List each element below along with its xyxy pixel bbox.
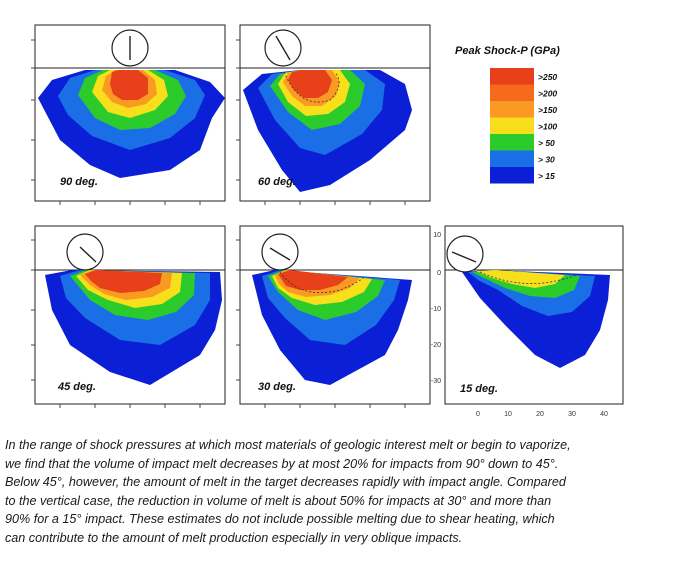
legend-label: >200 xyxy=(538,89,557,99)
caption-line: can contribute to the amount of melt pro… xyxy=(5,530,463,545)
impact-arrow xyxy=(269,247,291,261)
y-axis-labels: 10 0 -10 -20 -30 xyxy=(431,232,441,385)
panel-30-deg: 30 deg. xyxy=(239,225,431,405)
panel-45-deg: 45 deg. xyxy=(34,225,226,405)
melt-contour xyxy=(283,71,340,103)
legend-swatch xyxy=(490,84,534,101)
zone-100 xyxy=(476,270,565,288)
melt-contour xyxy=(279,271,366,293)
panel-60-deg: 60 deg. xyxy=(239,24,431,202)
legend: Peak Shock-P (GPa) >250 >200 >150 >100 > 50 >… xyxy=(455,45,560,184)
panel-label: 45 deg. xyxy=(57,381,96,393)
x-tick-label: 30 xyxy=(568,411,576,418)
melt-contour xyxy=(479,271,581,284)
caption-line: In the range of shock pressures at which… xyxy=(5,438,571,452)
impact-arrow xyxy=(79,246,97,263)
y-tick-label: -20 xyxy=(431,342,441,349)
impactor-circle xyxy=(446,235,484,273)
caption-line: 90% for a 15° impact. These estimates do… xyxy=(5,512,555,527)
legend-label: > 30 xyxy=(538,155,555,165)
legend-label: > 15 xyxy=(538,171,555,181)
legend-label: >100 xyxy=(538,122,557,132)
legend-swatch xyxy=(490,68,534,85)
panel-label: 60 deg. xyxy=(258,176,296,188)
y-tick-label: -10 xyxy=(431,306,441,313)
legend-label: >150 xyxy=(538,105,557,115)
panel-label: 90 deg. xyxy=(60,176,98,188)
y-tick-label: 0 xyxy=(437,270,441,277)
legend-label: > 50 xyxy=(538,138,555,148)
x-axis-labels: 0 10 20 30 40 xyxy=(476,411,608,418)
impact-arrow xyxy=(275,35,291,61)
caption-line: to the vertical case, the reduction in v… xyxy=(5,493,552,508)
x-tick-label: 40 xyxy=(600,411,608,418)
y-tick-label: 10 xyxy=(433,232,441,239)
zone-250 xyxy=(110,70,148,100)
caption-line: Below 45°, however, the amount of melt i… xyxy=(5,475,566,490)
legend-swatch xyxy=(490,117,534,134)
caption-line: we find that the volume of impact melt d… xyxy=(5,456,559,471)
panel-label: 30 deg. xyxy=(258,381,296,393)
panel-label: 15 deg. xyxy=(460,383,498,395)
panel-frame xyxy=(444,225,624,405)
tick-marks xyxy=(31,39,406,408)
legend-title: Peak Shock-P (GPa) xyxy=(455,45,560,57)
x-tick-label: 20 xyxy=(536,411,544,418)
x-tick-label: 10 xyxy=(504,411,512,418)
legend-swatch xyxy=(490,101,534,118)
y-tick-label: -30 xyxy=(431,378,441,385)
zone-250 xyxy=(85,270,162,293)
legend-swatch xyxy=(490,134,534,151)
impact-arrow xyxy=(451,251,477,263)
figure-caption: In the range of shock pressures at which… xyxy=(5,436,673,548)
legend-swatch xyxy=(490,150,534,167)
panel-90-deg: 90 deg. xyxy=(34,24,226,202)
legend-swatch xyxy=(490,167,534,184)
panel-15-deg: 15 deg. 10 0 -10 -20 -30 0 10 20 30 40 xyxy=(431,225,624,418)
x-tick-label: 0 xyxy=(476,411,480,418)
zone-250 xyxy=(278,270,348,290)
legend-label: >250 xyxy=(538,72,557,82)
zone-250 xyxy=(288,70,332,98)
impactor-circle xyxy=(261,233,299,271)
